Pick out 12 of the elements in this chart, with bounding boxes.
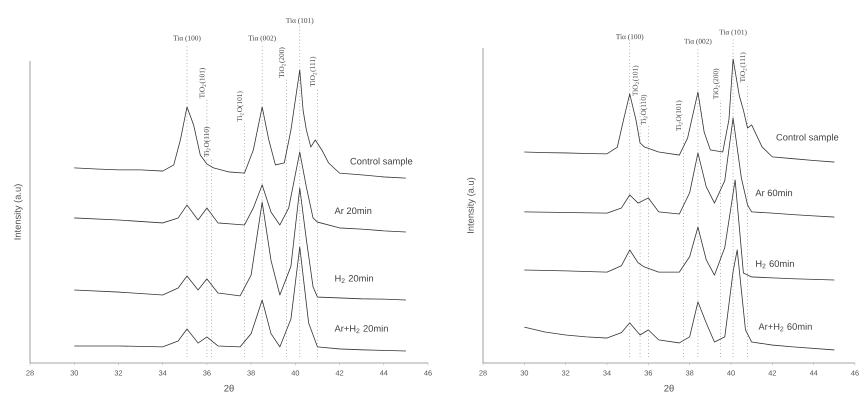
series-label: Ar 20min [334,207,372,214]
series-label: Ar 60min [755,189,792,196]
series-label: H$_{2}$ 60min [756,260,794,268]
series-label: Ar+H$_{2}$ 20min [334,324,388,334]
x-axis-title: 2θ [224,384,234,392]
x-axis-title: 2θ [664,384,674,392]
series-label: Control sample [776,134,838,142]
series-label: H$_{2}$ 20min [335,274,374,283]
y-axis-title: Intensity (a.u) [466,178,476,233]
series-label: Control sample [350,158,412,166]
y-axis-title: Intensity (a.u) [14,184,23,240]
series-label: Ar+H$_{2}$ 60min [758,323,812,332]
